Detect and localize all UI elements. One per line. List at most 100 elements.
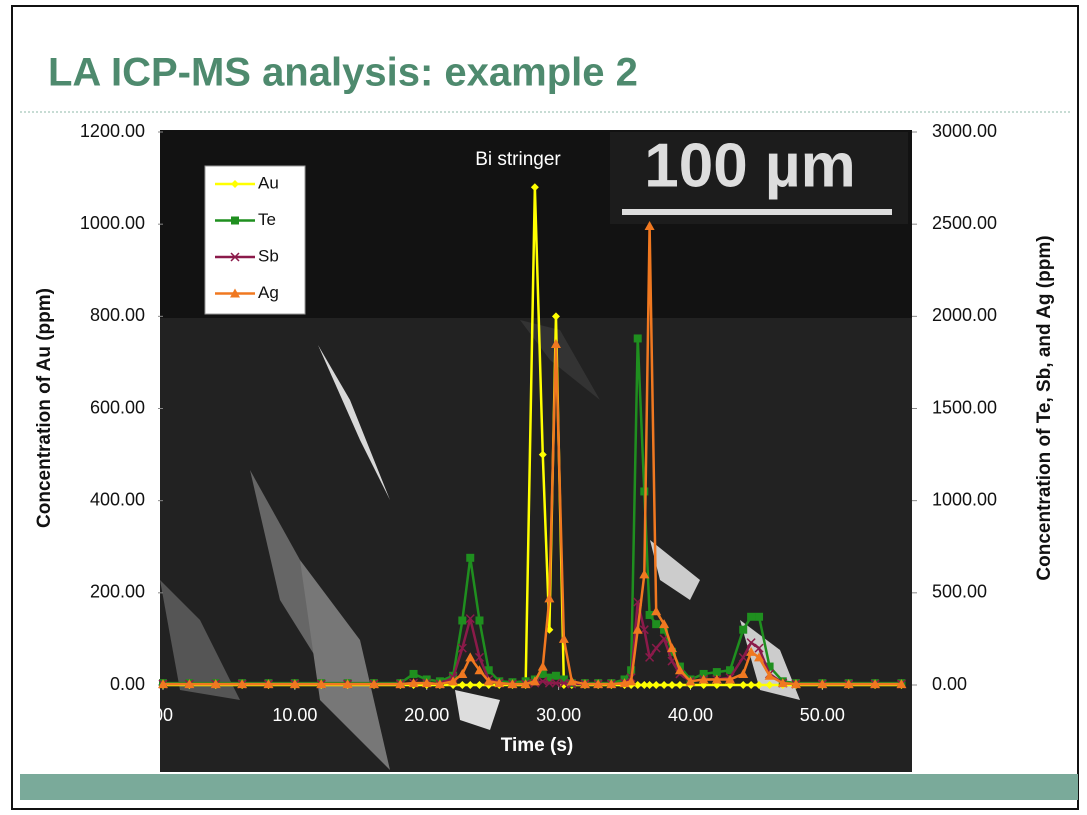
marker	[639, 569, 650, 579]
marker	[739, 681, 748, 689]
marker	[755, 612, 764, 621]
marker	[675, 681, 684, 689]
marker	[626, 676, 637, 686]
marker	[739, 625, 748, 634]
marker	[652, 681, 661, 689]
slide-title: LA ICP-MS analysis: example 2	[48, 51, 638, 95]
marker	[726, 666, 735, 675]
marker	[466, 553, 475, 562]
marker	[551, 312, 560, 321]
marker	[790, 679, 801, 689]
annotation: Bi stringer	[475, 149, 561, 170]
legend-label: Ag	[258, 283, 279, 302]
marker	[551, 678, 561, 688]
marker	[483, 676, 494, 686]
marker	[289, 679, 300, 689]
y2-tick-label: 2000.00	[932, 305, 997, 325]
marker	[738, 652, 748, 662]
marker	[765, 681, 774, 689]
marker	[747, 681, 756, 689]
marker	[395, 679, 406, 689]
marker	[529, 676, 540, 686]
x-axis-title: Time (s)	[501, 735, 574, 756]
marker	[651, 643, 661, 653]
marker	[544, 678, 554, 688]
marker	[538, 676, 548, 686]
marker	[551, 671, 560, 680]
y-tick-label: 1200.00	[80, 121, 145, 141]
marker	[777, 678, 788, 688]
marker	[659, 619, 670, 629]
marker	[645, 681, 654, 689]
legend-label: Te	[258, 210, 276, 229]
marker	[448, 676, 459, 686]
marker	[237, 679, 248, 689]
marker	[458, 681, 467, 689]
marker	[158, 679, 168, 689]
marker	[530, 183, 539, 192]
marker	[711, 674, 722, 684]
y2-axis-title: Concentration of Te, Sb, and Ag (ppm)	[1034, 235, 1055, 580]
x-tick-label: 50.00	[800, 705, 845, 725]
marker	[474, 652, 485, 662]
y-tick-label: 600.00	[90, 397, 145, 417]
marker	[660, 625, 669, 634]
marker	[633, 334, 642, 343]
legend-marker	[231, 216, 239, 225]
marker	[316, 679, 327, 689]
scale-bar-label: 100 µm	[644, 131, 856, 200]
marker	[896, 679, 907, 689]
marker	[558, 633, 569, 643]
marker	[640, 487, 649, 496]
marker	[434, 679, 445, 689]
y-tick-label: 800.00	[90, 305, 145, 325]
marker	[566, 676, 577, 686]
marker	[754, 643, 764, 653]
legend-marker	[230, 252, 240, 262]
marker	[484, 666, 493, 675]
marker	[754, 652, 765, 662]
marker	[667, 643, 678, 653]
marker	[645, 610, 654, 619]
marker	[764, 670, 775, 680]
marker	[698, 674, 709, 684]
marker	[659, 634, 669, 644]
footer-bar	[20, 774, 1078, 800]
marker	[475, 616, 484, 625]
y2-tick-label: 2500.00	[932, 213, 997, 233]
marker	[408, 678, 419, 688]
marker	[843, 679, 854, 689]
y-axis-title: Concentration of Au (ppm)	[34, 288, 55, 528]
marker	[640, 681, 649, 689]
legend-label: Au	[258, 173, 279, 192]
x-tick-label: 40.00	[668, 705, 713, 725]
marker	[746, 646, 757, 656]
marker	[421, 678, 432, 688]
x-tick-label: 30.00	[536, 705, 581, 725]
marker	[645, 652, 655, 662]
y-tick-label: 0.00	[110, 674, 145, 694]
marker	[465, 652, 476, 662]
mineral-grain	[300, 560, 390, 770]
y2-tick-label: 0.00	[932, 674, 967, 694]
marker	[559, 675, 568, 684]
marker	[699, 669, 708, 678]
marker	[494, 678, 505, 688]
marker	[755, 681, 764, 689]
legend-label: Sb	[258, 246, 279, 265]
marker	[606, 679, 617, 689]
marker	[559, 678, 569, 688]
marker	[644, 221, 655, 231]
y-tick-label: 200.00	[90, 582, 145, 602]
y2-tick-label: 500.00	[932, 582, 987, 602]
marker	[746, 638, 756, 648]
marker	[651, 606, 662, 616]
marker	[184, 679, 195, 689]
marker	[520, 679, 531, 689]
marker	[660, 681, 669, 689]
marker	[368, 679, 379, 689]
marker	[674, 665, 685, 675]
marker	[409, 669, 418, 678]
micrograph	[160, 130, 912, 772]
